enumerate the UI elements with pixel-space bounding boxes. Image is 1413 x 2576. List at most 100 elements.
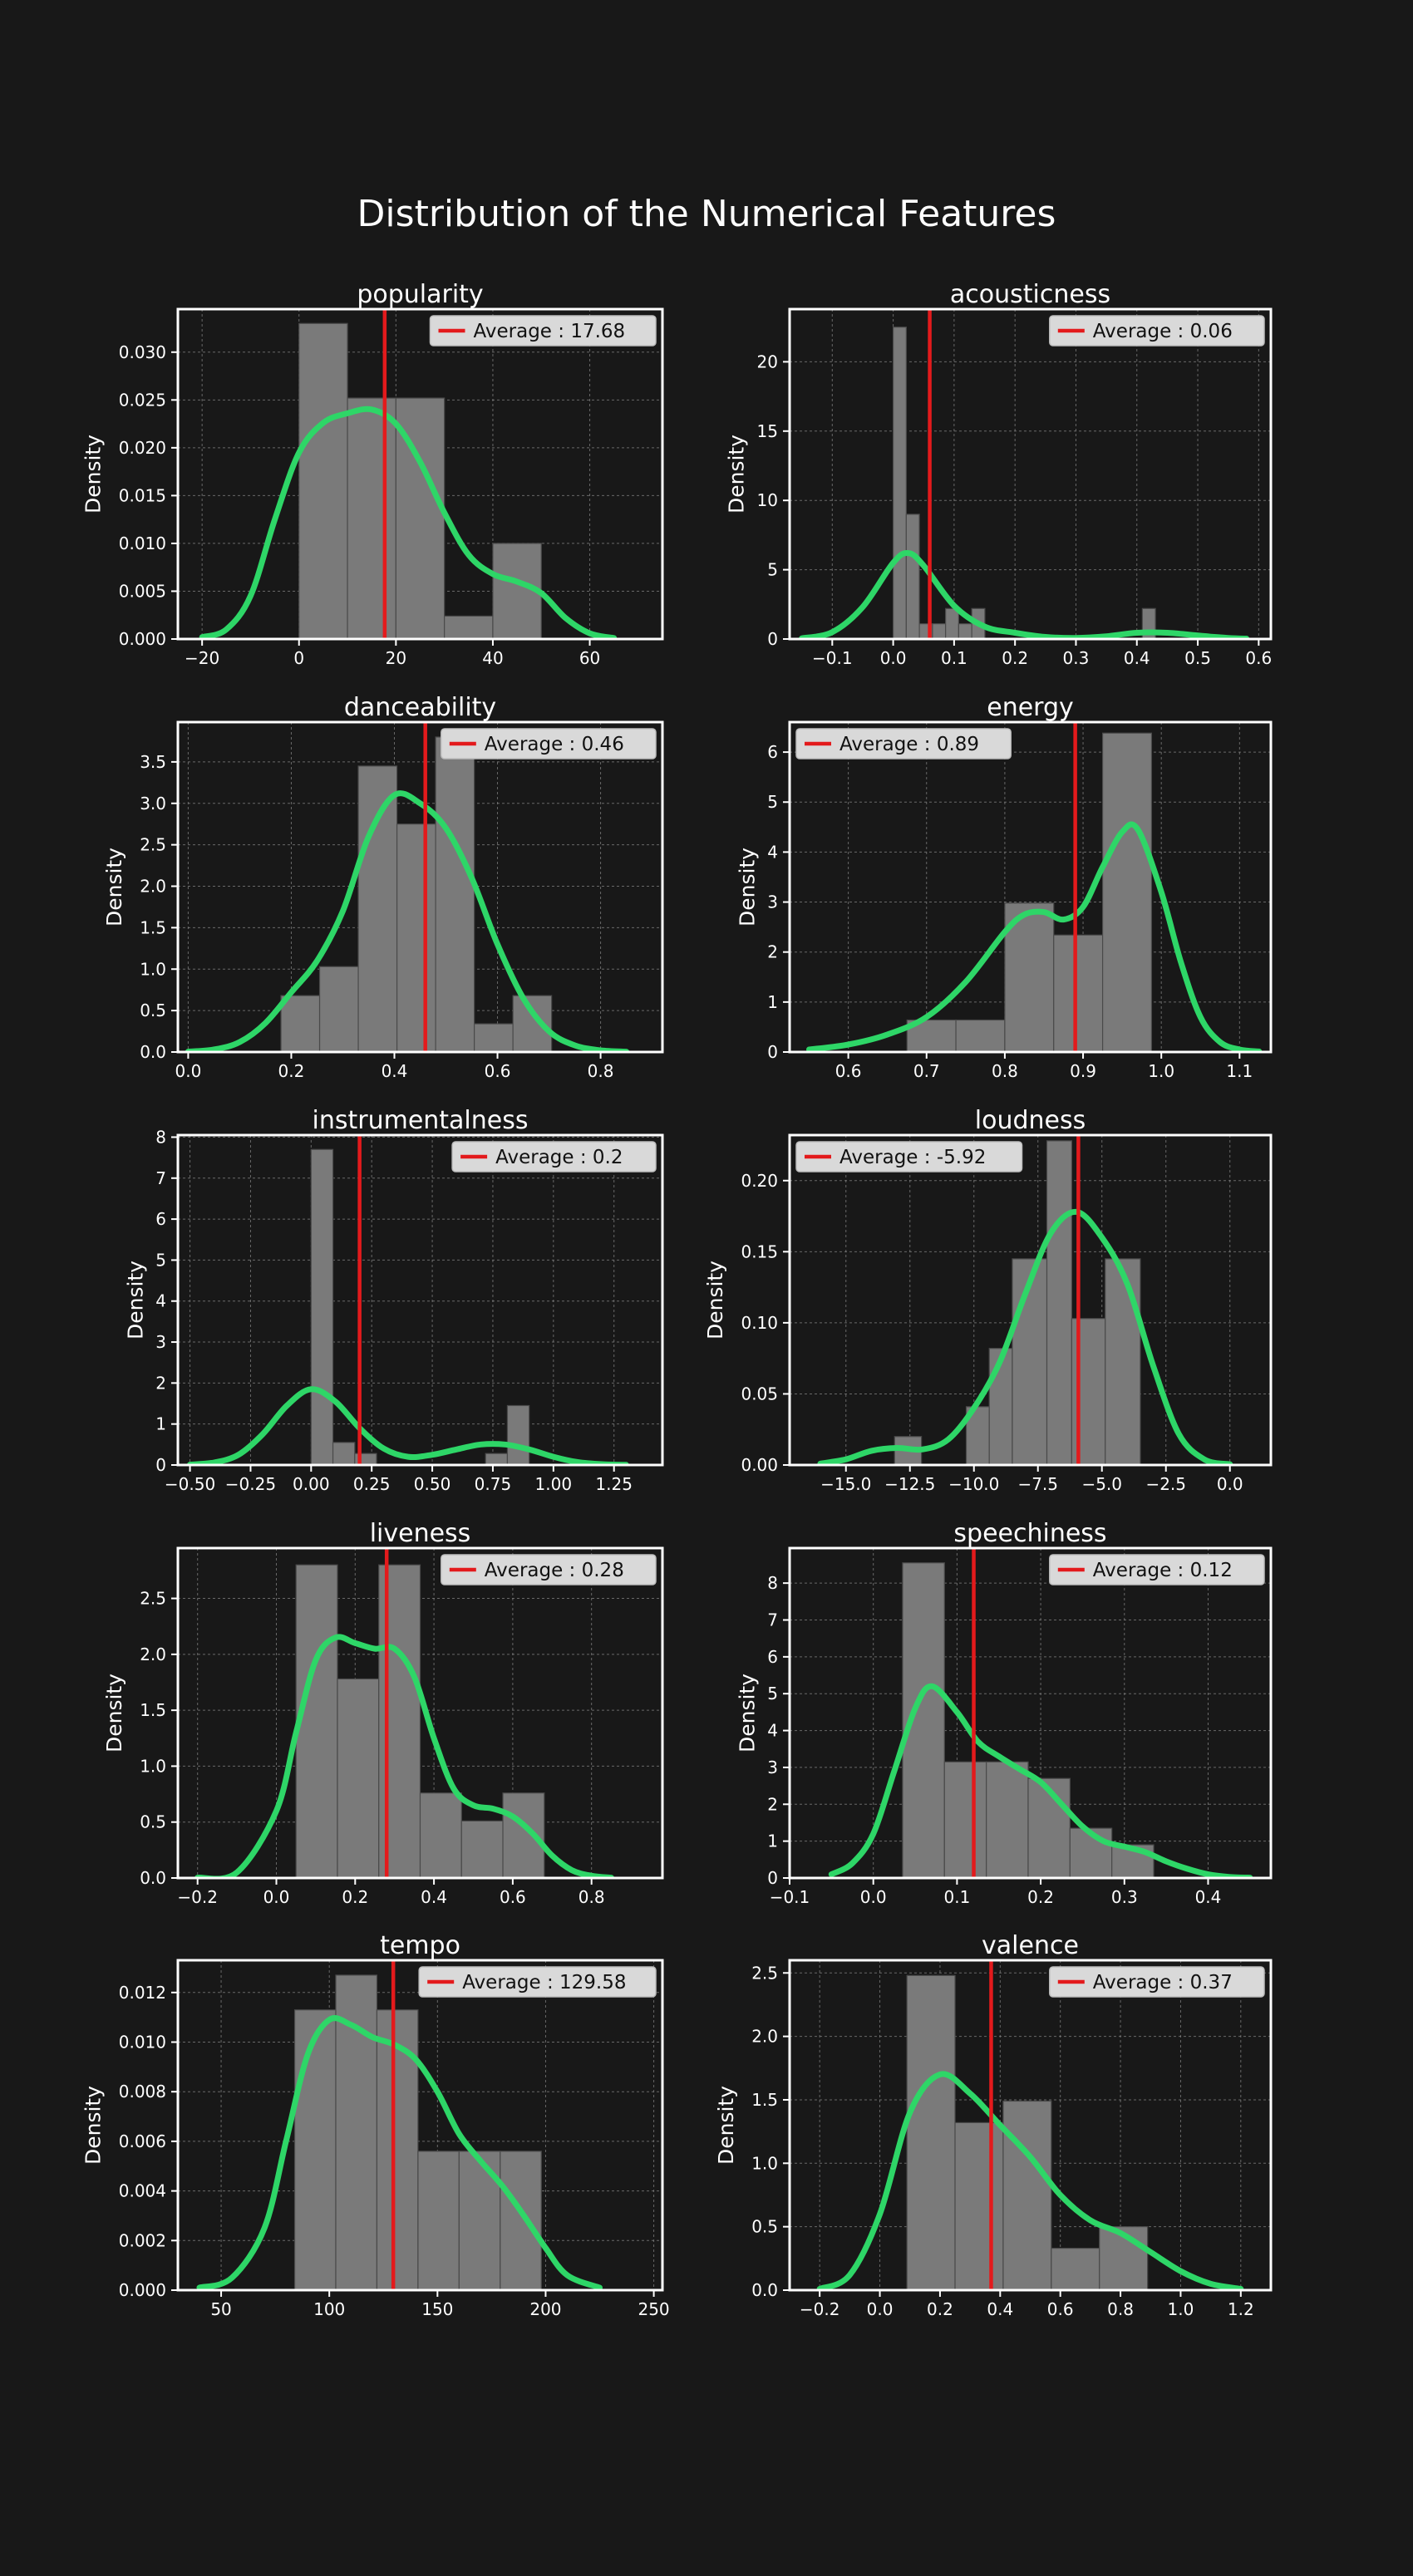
x-tick-label: 0.2 (342, 1887, 368, 1907)
legend: Average : -5.92 (795, 1141, 1023, 1172)
y-tick-label: 3 (767, 1757, 778, 1777)
legend-label: Average : 0.46 (485, 734, 624, 755)
x-tick-label: −0.2 (800, 2299, 840, 2319)
legend-label: Average : 0.06 (1093, 321, 1233, 342)
histogram-bar (357, 765, 398, 1052)
x-tick-label: 0.2 (1027, 1887, 1054, 1907)
kde-curve (806, 821, 1263, 1052)
y-tick-label: 0 (155, 1455, 166, 1475)
y-tick-label: 2.0 (140, 1644, 166, 1664)
histogram-bar (1105, 1258, 1141, 1465)
x-tick-label: −0.2 (177, 1887, 218, 1907)
kde-curve (816, 2071, 1244, 2290)
subplot-speechiness: −0.1 0.0 0.1 0.2 0.3 0.4 0 1 2 3 4 5 6 7 8 speechiness D… (735, 1519, 1273, 1907)
y-tick-label: 0.030 (119, 342, 166, 362)
histogram-bars (298, 322, 542, 639)
histogram-bar (280, 995, 321, 1052)
subplot-instrumentalness: −0.50 −0.25 0.00 0.25 0.50 0.75 1.00 1.25 0 1 2 3 4 5… (123, 1106, 664, 1494)
y-tick-label: 1.0 (140, 959, 166, 979)
subplot-title: valence (982, 1931, 1079, 1960)
x-tick-label: 0.3 (1063, 648, 1090, 668)
legend-box (441, 728, 657, 760)
y-tick-label: 5 (767, 1684, 778, 1703)
legend-label: Average : 0.37 (1093, 1972, 1233, 1993)
x-tick-label: 0.6 (1047, 2299, 1074, 2319)
histogram-bar (417, 2151, 460, 2290)
x-tick-label: 1.00 (535, 1474, 573, 1494)
y-tick-label: 0 (767, 629, 778, 649)
y-axis-label: Density (703, 1261, 727, 1340)
legend-box (429, 315, 657, 347)
y-tick-label: 1.5 (751, 2090, 778, 2110)
y-tick-label: 0.008 (119, 2082, 166, 2102)
y-tick-label: 0.0 (751, 2280, 778, 2300)
y-tick-label: 15 (757, 421, 778, 441)
y-axis-label: Density (725, 435, 749, 514)
histogram-bar (500, 2151, 542, 2290)
subplot-tempo: 50 100 150 200 250 0.000 0.002 0.004 0.006 0.008 0… (81, 1931, 670, 2319)
x-tick-label: −20 (185, 648, 219, 668)
x-tick-label: −5.0 (1081, 1474, 1122, 1494)
y-tick-label: 7 (767, 1610, 778, 1630)
y-tick-label: 3 (155, 1332, 166, 1352)
x-tick-label: 0.25 (353, 1474, 391, 1494)
y-axis-label: Density (81, 435, 106, 514)
y-tick-label: 6 (155, 1209, 166, 1229)
y-tick-label: 0.006 (119, 2131, 166, 2151)
histogram-bars (295, 1564, 545, 1878)
x-tick-label: −0.1 (812, 648, 853, 668)
histogram-bar (298, 322, 348, 639)
histogram-bar (444, 615, 494, 639)
histogram-bar (905, 514, 920, 639)
histogram-bars (906, 1974, 1149, 2290)
y-tick-label: 3.0 (140, 794, 166, 814)
x-tick-label: 0.00 (293, 1474, 330, 1494)
x-tick-label: 0.6 (835, 1061, 862, 1081)
y-tick-label: 2 (155, 1373, 166, 1393)
legend: Average : 17.68 (429, 315, 657, 347)
histogram-bar (376, 2009, 419, 2290)
y-tick-label: 0.015 (119, 485, 166, 505)
x-tick-label: 20 (386, 648, 406, 668)
x-tick-label: 0.1 (943, 1887, 970, 1907)
x-tick-label: 0.50 (414, 1474, 451, 1494)
x-tick-label: 0.6 (500, 1887, 526, 1907)
x-tick-label: 0.0 (880, 648, 907, 668)
x-tick-label: −12.5 (884, 1474, 935, 1494)
histogram-bar (419, 1792, 462, 1878)
axes-frame (788, 720, 1273, 1054)
y-tick-label: 2.0 (140, 877, 166, 897)
y-tick-label: 0.020 (119, 438, 166, 458)
legend: Average : 0.37 (1049, 1966, 1265, 1998)
x-tick-label: 0.8 (1107, 2299, 1134, 2319)
histogram-bars (310, 1148, 530, 1465)
x-tick-label: 0.4 (421, 1887, 447, 1907)
x-tick-label: −7.5 (1017, 1474, 1058, 1494)
histogram-bar (955, 1019, 1006, 1052)
y-tick-label: 0.010 (119, 533, 166, 553)
y-axis-label: Density (735, 848, 759, 927)
x-tick-label: 0.4 (1124, 648, 1150, 668)
subplot-liveness: −0.2 0.0 0.2 0.4 0.6 0.8 0.0 0.5 1.0 1.5 2.0 2.5 liv… (102, 1519, 664, 1907)
y-tick-label: 3.5 (140, 752, 166, 772)
subplot-title: popularity (357, 280, 483, 309)
histogram-bars (894, 1140, 1141, 1465)
x-tick-label: 250 (638, 2299, 669, 2319)
kde-curve (187, 1386, 629, 1465)
legend: Average : 0.28 (441, 1554, 657, 1585)
histogram-bar (988, 1348, 1013, 1465)
legend-box (441, 1554, 657, 1585)
histogram-bar (310, 1148, 334, 1465)
y-tick-label: 0.0 (140, 1868, 166, 1888)
kde-curve (799, 549, 1250, 639)
y-tick-label: 2.0 (751, 2027, 778, 2047)
y-tick-label: 7 (155, 1168, 166, 1188)
histogram-bar (954, 2121, 1004, 2290)
legend-box (418, 1966, 657, 1998)
y-tick-label: 2.5 (751, 1963, 778, 1983)
y-tick-label: 2.5 (140, 835, 166, 855)
y-tick-label: 2.5 (140, 1589, 166, 1609)
histogram-bar (892, 327, 907, 639)
histogram-bar (943, 1761, 987, 1878)
